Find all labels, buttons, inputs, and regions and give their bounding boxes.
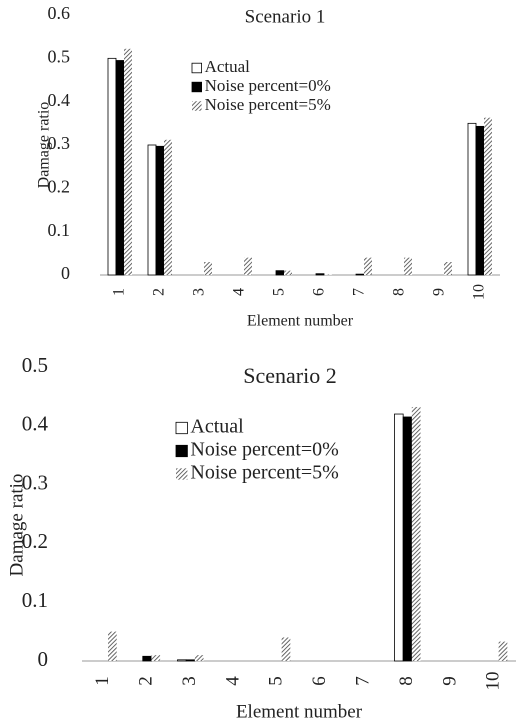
x-tick-label: 5	[271, 288, 288, 296]
x-tick-label: 9	[431, 288, 448, 296]
bar	[244, 257, 252, 275]
bar	[164, 139, 172, 275]
bar	[124, 48, 132, 275]
bar	[484, 117, 492, 275]
bar	[194, 655, 204, 661]
bar	[275, 270, 285, 276]
bar	[364, 257, 372, 275]
bar	[281, 637, 291, 661]
bar	[411, 406, 421, 661]
legend-label: Noise percent=0%	[190, 439, 338, 461]
bar	[498, 641, 508, 661]
bar	[404, 257, 412, 275]
y-tick-label: 0.2	[22, 529, 48, 553]
bar	[394, 413, 404, 662]
legend-label: Actual	[205, 57, 251, 76]
legend-label: Noise percent=5%	[205, 95, 331, 114]
legend-swatch	[192, 101, 202, 111]
x-tick-label: 1	[111, 288, 128, 296]
y-tick-label: 0.5	[22, 353, 48, 377]
y-tick-label: 0.1	[48, 220, 71, 240]
x-tick-label: 2	[135, 676, 156, 686]
bar	[177, 659, 187, 662]
bar	[185, 659, 196, 662]
x-axis-label: Element number	[236, 701, 363, 722]
y-axis-label: Damage ratio	[6, 474, 27, 577]
bar	[284, 270, 292, 275]
x-tick-label: 6	[309, 676, 330, 686]
x-tick-label: 10	[471, 284, 488, 300]
bar	[115, 60, 125, 276]
legend-label: Actual	[190, 416, 244, 438]
x-tick-label: 4	[231, 288, 248, 296]
bar	[155, 145, 165, 276]
chart-title: Scenario 1	[245, 6, 326, 27]
legend-swatch	[175, 444, 188, 458]
x-axis-label: Element number	[247, 313, 354, 330]
bar	[315, 273, 325, 276]
bar	[142, 655, 152, 662]
legend-label: Noise percent=0%	[205, 76, 331, 95]
x-tick-label: 3	[179, 676, 200, 686]
legend-swatch	[176, 468, 188, 480]
y-tick-label: 0	[61, 263, 70, 283]
y-tick-label: 0.1	[22, 588, 48, 612]
x-tick-label: 8	[396, 676, 417, 686]
x-tick-label: 3	[191, 288, 208, 296]
y-tick-label: 0.4	[48, 90, 71, 110]
bar	[147, 144, 157, 276]
x-tick-label: 5	[266, 676, 287, 686]
bar	[107, 57, 117, 276]
y-tick-label: 0.3	[48, 133, 71, 153]
y-tick-label: 0.5	[48, 46, 71, 66]
chart-title: Scenario 2	[243, 363, 336, 388]
x-tick-label: 7	[351, 288, 368, 296]
x-tick-label: 9	[439, 676, 460, 686]
bar	[355, 273, 365, 276]
y-axis-label: Damage ratio	[36, 102, 53, 189]
x-tick-label: 4	[222, 676, 243, 686]
bar	[444, 262, 452, 275]
x-tick-label: 10	[483, 672, 504, 691]
y-tick-label: 0	[38, 647, 49, 671]
x-tick-label: 6	[311, 288, 328, 296]
legend-swatch	[175, 421, 188, 435]
legend-swatch	[191, 62, 203, 74]
x-tick-label: 8	[391, 288, 408, 296]
x-tick-label: 2	[151, 288, 168, 296]
legend-swatch	[191, 81, 203, 93]
y-tick-label: 0.3	[22, 470, 48, 494]
y-tick-label: 0.4	[22, 412, 49, 436]
bar	[108, 631, 117, 661]
y-tick-label: 0.6	[48, 3, 71, 23]
x-tick-label: 7	[352, 676, 373, 686]
bar	[204, 262, 212, 275]
y-tick-label: 0.2	[48, 176, 71, 196]
x-tick-label: 1	[92, 676, 113, 686]
bar	[467, 122, 477, 276]
bar	[151, 655, 161, 661]
bar	[402, 416, 413, 662]
bar	[475, 125, 485, 276]
legend-label: Noise percent=5%	[190, 462, 338, 484]
